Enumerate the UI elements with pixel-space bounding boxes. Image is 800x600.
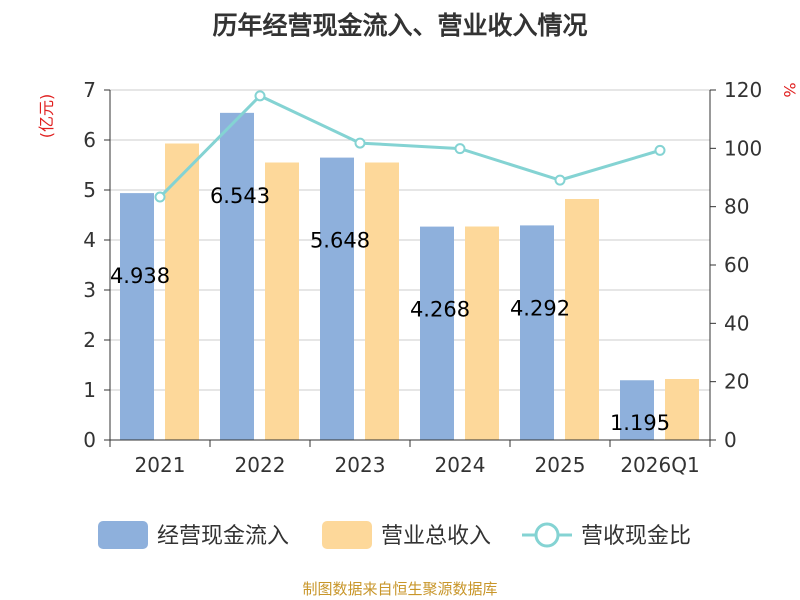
right-tick-label: 0: [724, 428, 737, 452]
legend-label-cash-inflow: 经营现金流入: [157, 524, 289, 549]
x-tick-label: 2021: [135, 453, 186, 477]
right-tick-label: 80: [724, 195, 749, 219]
point-ratio: [454, 143, 466, 155]
data-label: 5.648: [310, 229, 370, 253]
bar-cash-inflow: [620, 380, 654, 440]
bar-cash-inflow: [120, 193, 154, 440]
x-tick-label: 2025: [535, 453, 586, 477]
right-axis-label: %: [780, 82, 799, 97]
left-tick-label: 2: [83, 328, 96, 352]
legend-swatch-cash-inflow: [98, 521, 148, 549]
legend-label-ratio: 营收现金比: [581, 524, 691, 549]
bar-revenue: [565, 199, 599, 440]
point-ratio: [354, 137, 366, 149]
bar-cash-inflow: [320, 157, 354, 440]
bar-revenue: [265, 162, 299, 440]
data-label: 4.292: [510, 296, 570, 320]
legend-swatch-marker: [534, 522, 560, 548]
right-tick-label: 20: [724, 370, 749, 394]
data-label: 6.543: [210, 184, 270, 208]
right-tick-label: 100: [724, 136, 762, 160]
line-ratio: [158, 94, 661, 199]
point-ratio: [154, 191, 166, 203]
left-tick-label: 7: [83, 78, 96, 102]
data-label: 4.938: [110, 264, 170, 288]
right-tick-label: 120: [724, 78, 762, 102]
left-tick-label: 1: [83, 378, 96, 402]
right-tick-label: 40: [724, 311, 749, 335]
right-tick-label: 60: [724, 253, 749, 277]
bar-revenue: [365, 162, 399, 440]
left-tick-label: 6: [83, 128, 96, 152]
x-tick-label: 2022: [235, 453, 286, 477]
left-tick-label: 5: [83, 178, 96, 202]
left-tick-label: 4: [83, 228, 96, 252]
point-ratio: [254, 90, 266, 102]
chart-title: 历年经营现金流入、营业收入情况: [212, 11, 588, 40]
x-tick-label: 2023: [335, 453, 386, 477]
x-tick-label: 2024: [435, 453, 486, 477]
x-tick-label: 2026Q1: [620, 453, 699, 477]
legend-label-revenue: 营业总收入: [381, 524, 491, 549]
bar-revenue: [665, 379, 699, 440]
left-tick-label: 3: [83, 278, 96, 302]
data-label: 4.268: [410, 298, 470, 322]
legend-swatch-revenue: [322, 521, 372, 549]
data-label: 1.195: [610, 411, 670, 435]
bar-cash-inflow: [220, 112, 254, 440]
bar-revenue: [465, 226, 499, 440]
left-tick-label: 0: [83, 428, 96, 452]
bar-cash-inflow: [420, 226, 454, 440]
left-axis-label: (亿元): [37, 94, 56, 139]
bar-cash-inflow: [520, 225, 554, 440]
point-ratio: [654, 144, 666, 156]
source-note: 制图数据来自恒生聚源数据库: [302, 580, 498, 598]
bar-revenue: [165, 143, 199, 440]
point-ratio: [554, 174, 566, 186]
